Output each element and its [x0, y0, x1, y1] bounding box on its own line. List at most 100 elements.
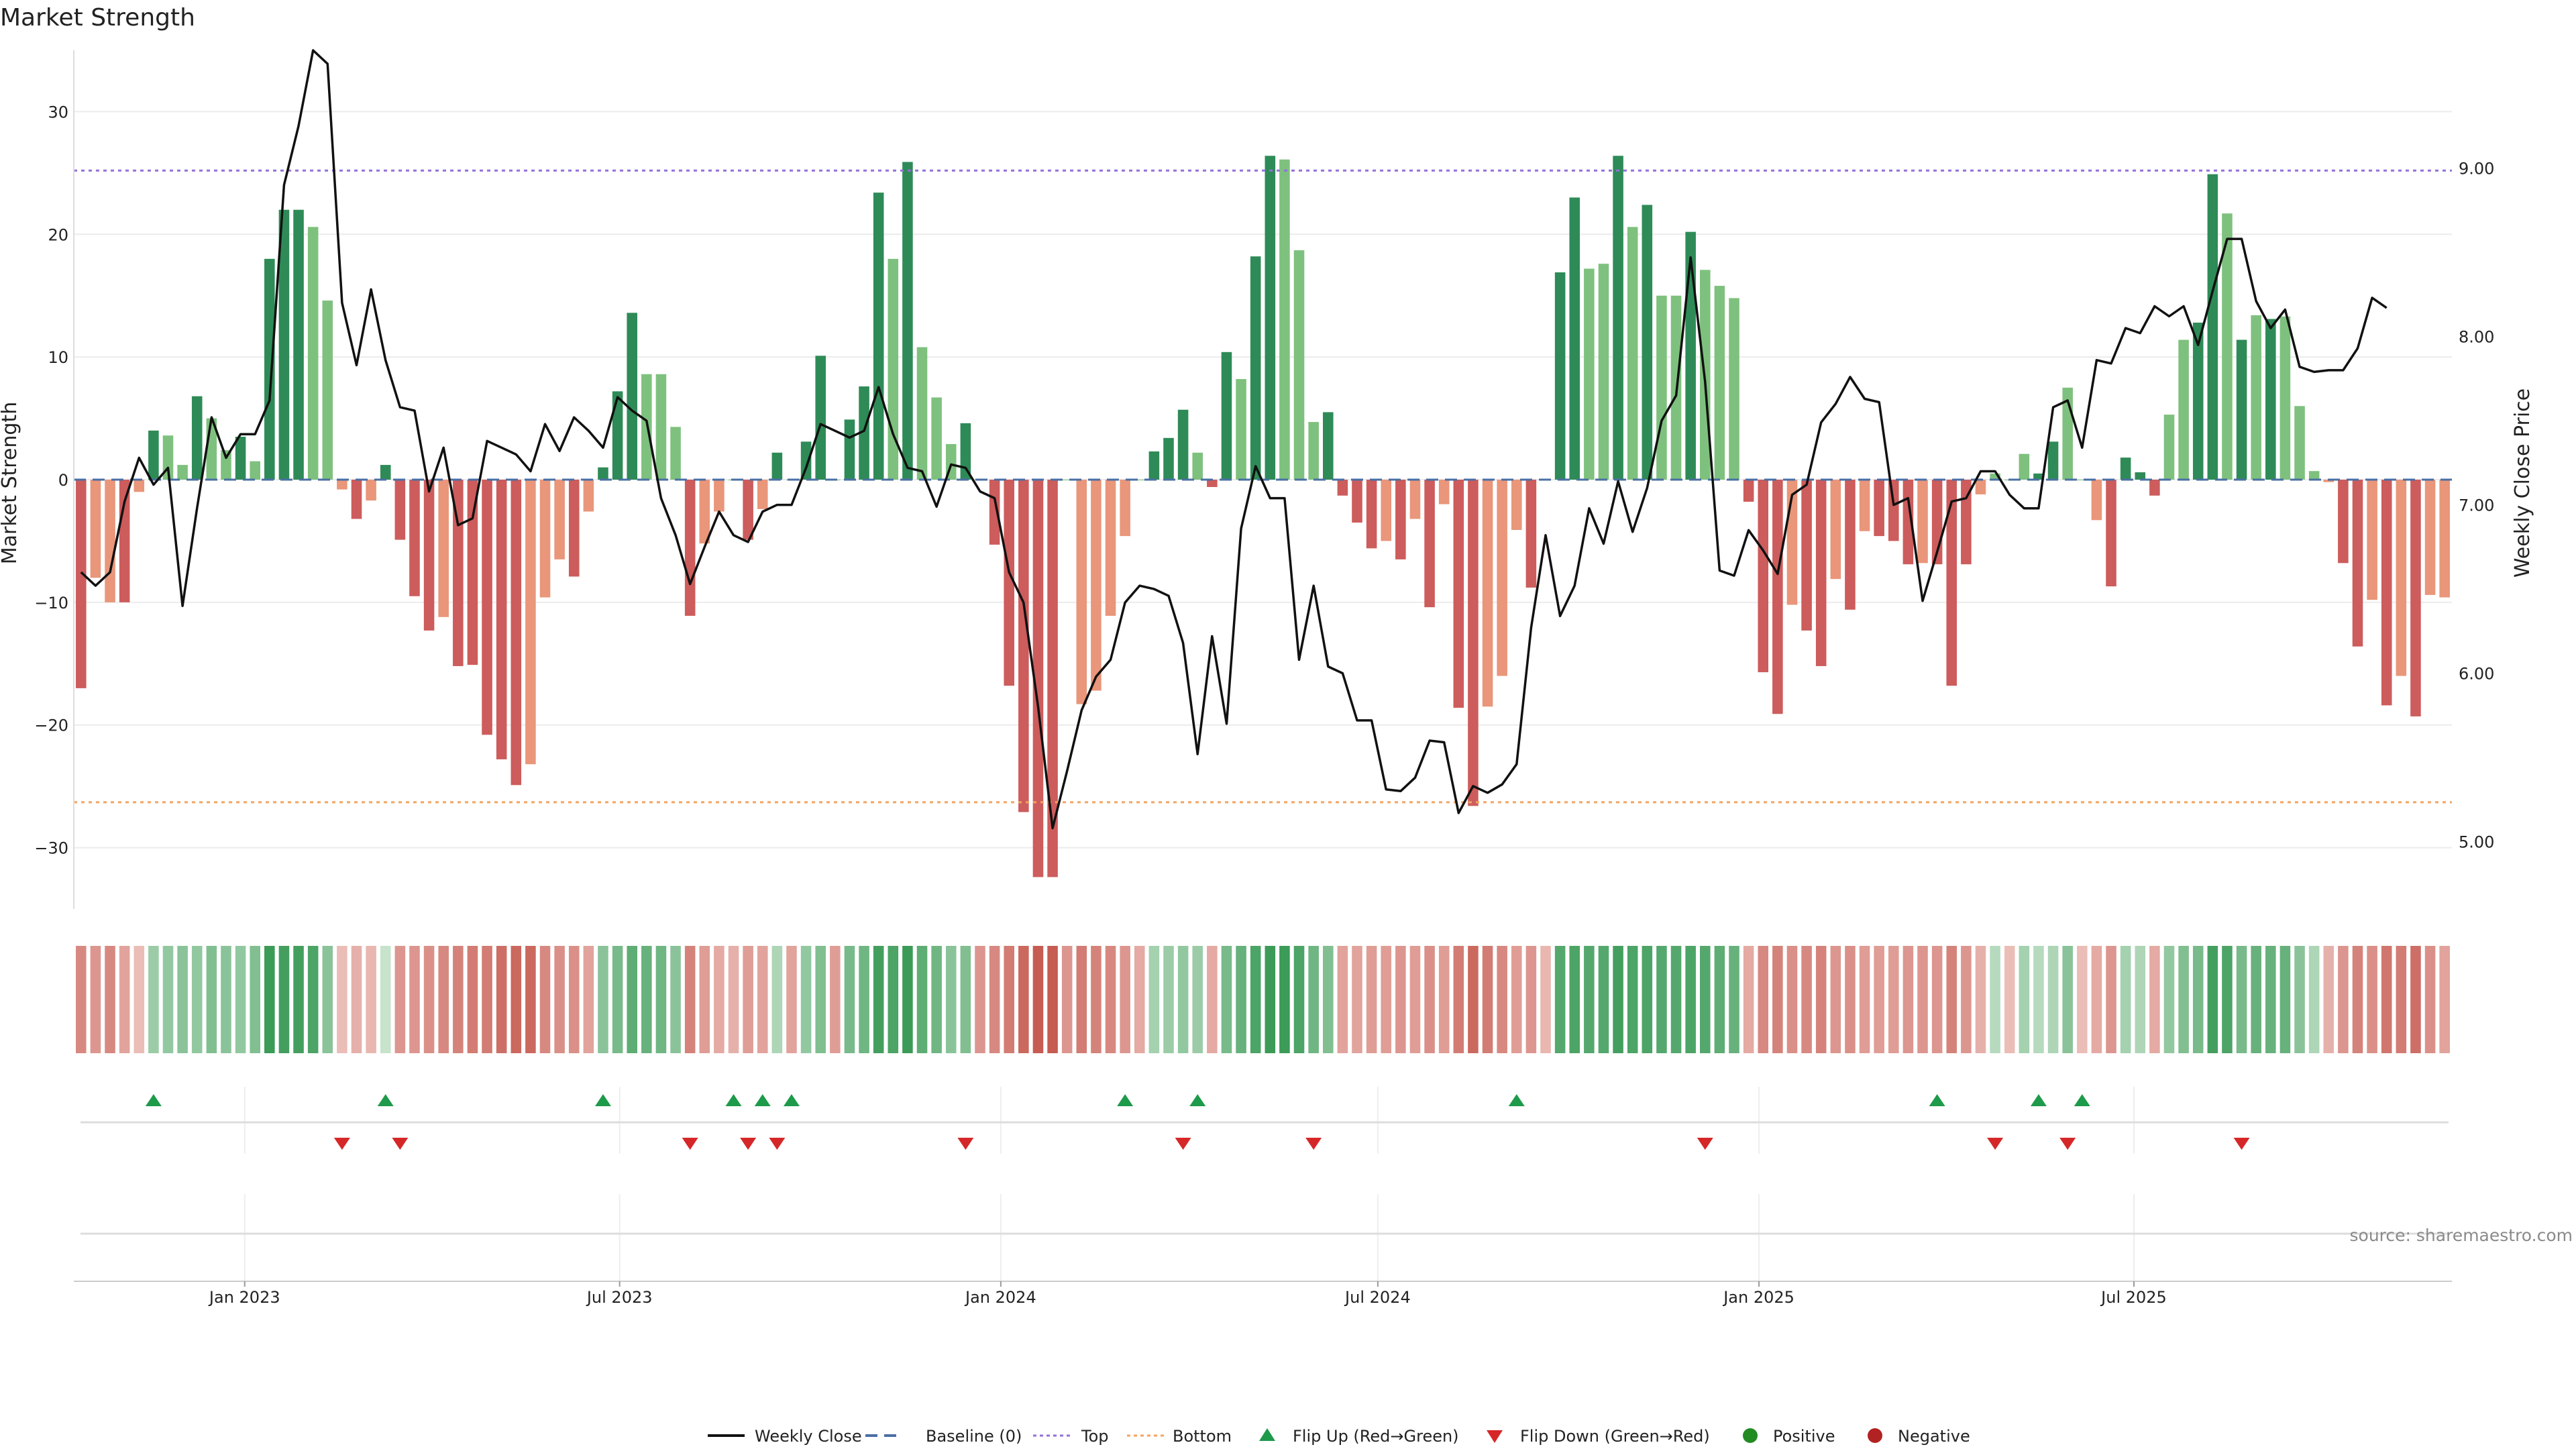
- strength-bar: [1148, 451, 1160, 480]
- heatmap-cell: [1801, 946, 1812, 1053]
- strength-bar: [133, 480, 145, 492]
- heatmap-cell: [511, 946, 522, 1053]
- flip-down-marker: [957, 1138, 974, 1150]
- y2-axis-label: Weekly Close Price: [2511, 388, 2534, 578]
- heatmap-cell: [1627, 946, 1638, 1053]
- y-tick-label: 20: [48, 225, 68, 244]
- strength-bar: [2120, 458, 2131, 480]
- heatmap-cell: [1700, 946, 1711, 1053]
- heatmap-cell: [830, 946, 841, 1053]
- flip-up-marker: [1117, 1094, 1134, 1106]
- strength-bar: [467, 480, 478, 665]
- heatmap-cell: [1830, 946, 1841, 1053]
- strength-bar: [1322, 412, 1334, 480]
- heatmap-cell: [728, 946, 739, 1053]
- heatmap-cell: [2294, 946, 2305, 1053]
- flip-down-marker: [2059, 1138, 2076, 1150]
- legend-label: Flip Up (Red→Green): [1293, 1427, 1459, 1446]
- heatmap-cell: [2120, 946, 2131, 1053]
- heatmap-cell: [2178, 946, 2189, 1053]
- strength-bar: [162, 435, 174, 480]
- strength-bar: [1990, 473, 2000, 480]
- heatmap-cell: [1279, 946, 1290, 1053]
- heatmap-cell: [235, 946, 246, 1053]
- strength-bar: [916, 347, 928, 480]
- heatmap-cell: [2236, 946, 2247, 1053]
- legend-swatch-flip-up: [1259, 1428, 1275, 1441]
- strength-bar: [235, 437, 246, 480]
- flip-down-marker: [392, 1138, 409, 1150]
- strength-bar: [1250, 256, 1261, 480]
- heatmap-cell: [2047, 946, 2059, 1053]
- heatmap-cell: [1409, 946, 1421, 1053]
- strength-bar: [250, 461, 260, 480]
- heatmap-cell: [1642, 946, 1653, 1053]
- strength-bar: [1961, 480, 1972, 565]
- strength-bar: [2047, 441, 2059, 480]
- strength-bar: [1105, 480, 1116, 616]
- heatmap-cell: [1134, 946, 1145, 1053]
- strength-bar: [2367, 480, 2377, 600]
- strength-bar: [1207, 480, 1218, 487]
- strength-bar: [525, 480, 536, 765]
- flip-up-marker: [594, 1094, 611, 1106]
- heatmap-cell: [1424, 946, 1435, 1053]
- heatmap-cell: [1743, 946, 1754, 1053]
- heatmap-cell: [859, 946, 869, 1053]
- legend-swatch-negative: [1868, 1428, 1882, 1443]
- heatmap-cell: [1308, 946, 1319, 1053]
- strength-bar: [278, 209, 290, 480]
- strength-bar: [1163, 437, 1174, 480]
- x-tick-label: Jan 2024: [964, 1288, 1036, 1307]
- strength-bar: [1917, 480, 1928, 564]
- strength-bar: [2135, 472, 2146, 480]
- heatmap-cell: [2062, 946, 2073, 1053]
- strength-bar: [670, 427, 681, 480]
- flip-up-marker: [2030, 1094, 2047, 1106]
- strength-bar: [714, 480, 724, 512]
- heatmap-cell: [351, 946, 362, 1053]
- heatmap-cell: [1946, 946, 1957, 1053]
- strength-bar: [2091, 480, 2102, 521]
- strength-bar: [1482, 480, 1493, 707]
- heatmap-cell: [1236, 946, 1246, 1053]
- heatmap-cell: [1061, 946, 1073, 1053]
- strength-bar: [2207, 174, 2218, 480]
- heatmap-cell: [1961, 946, 1972, 1053]
- strength-bar: [511, 480, 522, 786]
- heatmap-cell: [598, 946, 608, 1053]
- strength-bar: [2352, 480, 2363, 647]
- x-tick-label: Jul 2023: [586, 1288, 653, 1307]
- heatmap-cell: [90, 946, 101, 1053]
- legend-label: Negative: [1898, 1427, 1970, 1446]
- heatmap-cell: [2106, 946, 2116, 1053]
- flip-down-marker: [1697, 1138, 1713, 1150]
- strength-bar: [264, 258, 275, 480]
- heatmap-cell: [1685, 946, 1696, 1053]
- heatmap-cell: [1888, 946, 1899, 1053]
- heatmap-cell: [2207, 946, 2218, 1053]
- flip-up-marker: [783, 1094, 800, 1106]
- y2-tick-label: 9.00: [2459, 160, 2494, 178]
- strength-bar: [322, 301, 333, 480]
- strength-bar: [2033, 473, 2044, 480]
- strength-bar: [1366, 480, 1377, 549]
- heatmap-cell: [714, 946, 724, 1053]
- heatmap-cell: [670, 946, 681, 1053]
- heatmap-cell: [1337, 946, 1348, 1053]
- strength-bar: [859, 386, 869, 480]
- heatmap-cell: [1018, 946, 1029, 1053]
- flip-up-marker: [1929, 1094, 1945, 1106]
- heatmap-cell: [206, 946, 217, 1053]
- heatmap-cell: [76, 946, 87, 1053]
- heatmap-cell: [2352, 946, 2363, 1053]
- strength-bar: [612, 391, 623, 480]
- heatmap-cell: [1091, 946, 1102, 1053]
- heatmap-cell: [1482, 946, 1493, 1053]
- heatmap-cell: [655, 946, 667, 1053]
- strength-bar: [453, 480, 464, 666]
- heatmap-cell: [1511, 946, 1522, 1053]
- strength-bar: [2192, 322, 2204, 480]
- strength-bar: [1758, 480, 1769, 673]
- heatmap-cell: [1729, 946, 1739, 1053]
